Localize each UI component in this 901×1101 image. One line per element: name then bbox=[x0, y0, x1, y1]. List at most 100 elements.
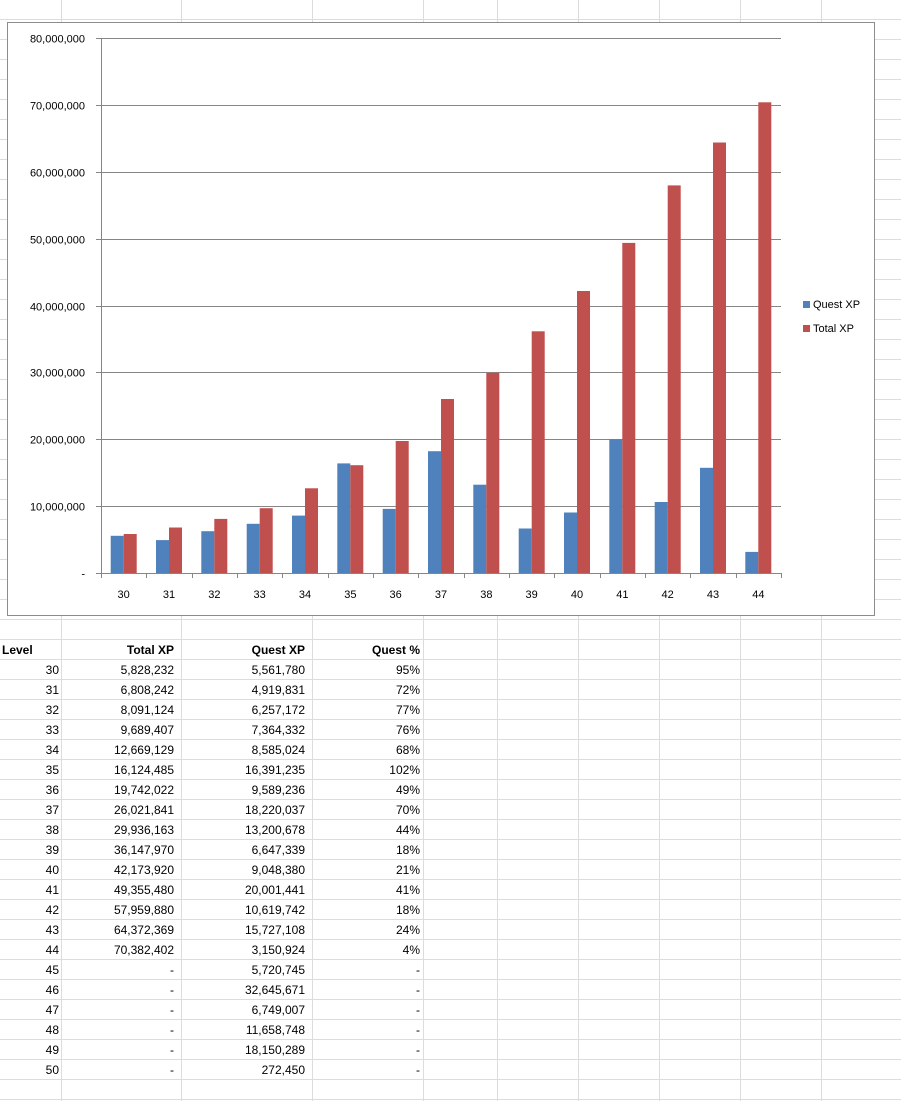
cell-total-xp[interactable]: - bbox=[170, 1063, 174, 1077]
cell-quest-pct[interactable]: - bbox=[416, 1043, 420, 1057]
cell-level[interactable]: 33 bbox=[45, 723, 59, 737]
x-tick-label: 44 bbox=[752, 589, 764, 601]
cell-quest-pct[interactable]: 72% bbox=[395, 683, 420, 697]
cell-quest-xp[interactable]: 6,749,007 bbox=[251, 1003, 305, 1017]
cell-quest-pct[interactable]: 18% bbox=[395, 843, 420, 857]
cell-quest-pct[interactable]: 77% bbox=[395, 703, 420, 717]
cell-quest-xp[interactable]: 18,220,037 bbox=[244, 803, 305, 817]
cell-total-xp[interactable]: - bbox=[170, 1023, 174, 1037]
cell-total-xp[interactable]: 5,828,232 bbox=[120, 663, 174, 677]
cell-level[interactable]: 42 bbox=[45, 903, 59, 917]
cell-level[interactable]: 38 bbox=[45, 823, 59, 837]
cell-quest-xp[interactable]: 7,364,332 bbox=[251, 723, 305, 737]
cell-level[interactable]: 31 bbox=[45, 683, 59, 697]
cell-level[interactable]: 35 bbox=[45, 763, 59, 777]
cell-level[interactable]: 40 bbox=[45, 863, 59, 877]
cell-total-xp[interactable]: 70,382,402 bbox=[113, 943, 174, 957]
cell-total-xp[interactable]: 42,173,920 bbox=[113, 863, 174, 877]
cell-quest-xp[interactable]: 6,647,339 bbox=[251, 843, 305, 857]
cell-quest-xp[interactable]: 20,001,441 bbox=[244, 883, 305, 897]
y-tick-label: 50,000,000 bbox=[30, 235, 85, 247]
bar-total-xp bbox=[441, 399, 454, 573]
cell-total-xp[interactable]: 8,091,124 bbox=[120, 703, 174, 717]
cell-level[interactable]: 45 bbox=[45, 963, 59, 977]
cell-total-xp[interactable]: - bbox=[170, 1043, 174, 1057]
bar-total-xp bbox=[577, 291, 590, 573]
cell-level[interactable]: 32 bbox=[45, 703, 59, 717]
cell-level[interactable]: 49 bbox=[45, 1043, 59, 1057]
cell-quest-xp[interactable]: 4,919,831 bbox=[251, 683, 305, 697]
x-tick-label: 36 bbox=[390, 589, 402, 601]
cell-level[interactable]: 39 bbox=[45, 843, 59, 857]
cell-level[interactable]: 41 bbox=[45, 883, 59, 897]
bar-quest-xp bbox=[609, 439, 623, 573]
cell-quest-xp[interactable]: 18,150,289 bbox=[244, 1043, 305, 1057]
header-total-xp[interactable]: Total XP bbox=[126, 643, 174, 657]
y-tick-label: 40,000,000 bbox=[30, 302, 85, 314]
cell-total-xp[interactable]: 49,355,480 bbox=[113, 883, 174, 897]
cell-quest-xp[interactable]: 6,257,172 bbox=[251, 703, 305, 717]
header-level[interactable]: Level bbox=[2, 643, 33, 657]
cell-total-xp[interactable]: 57,959,880 bbox=[113, 903, 174, 917]
cell-total-xp[interactable]: - bbox=[170, 963, 174, 977]
cell-quest-xp[interactable]: 3,150,924 bbox=[251, 943, 305, 957]
cell-level[interactable]: 30 bbox=[45, 663, 59, 677]
cell-total-xp[interactable]: 19,742,022 bbox=[113, 783, 174, 797]
cell-total-xp[interactable]: 64,372,369 bbox=[113, 923, 174, 937]
cell-quest-pct[interactable]: 4% bbox=[402, 943, 420, 957]
cell-quest-xp[interactable]: 11,658,748 bbox=[245, 1023, 305, 1037]
cell-quest-pct[interactable]: 24% bbox=[395, 923, 420, 937]
cell-quest-pct[interactable]: 49% bbox=[395, 783, 420, 797]
cell-total-xp[interactable]: 12,669,129 bbox=[113, 743, 174, 757]
cell-quest-xp[interactable]: 272,450 bbox=[261, 1063, 305, 1077]
cell-level[interactable]: 34 bbox=[45, 743, 59, 757]
cell-level[interactable]: 50 bbox=[45, 1063, 59, 1077]
chart-area[interactable]: - 10,000,000 20,000,000 30,000,000 40,000,00… bbox=[7, 22, 875, 616]
cell-quest-xp[interactable]: 9,048,380 bbox=[251, 863, 305, 877]
cell-level[interactable]: 48 bbox=[45, 1023, 59, 1037]
cell-level[interactable]: 47 bbox=[45, 1003, 59, 1017]
cell-quest-xp[interactable]: 10,619,742 bbox=[244, 903, 305, 917]
bar-quest-xp bbox=[564, 512, 577, 573]
cell-quest-pct[interactable]: 76% bbox=[395, 723, 420, 737]
cell-quest-pct[interactable]: - bbox=[416, 983, 420, 997]
cell-total-xp[interactable]: 16,124,485 bbox=[113, 763, 174, 777]
cell-quest-xp[interactable]: 9,589,236 bbox=[251, 783, 305, 797]
cell-quest-xp[interactable]: 13,200,678 bbox=[244, 823, 305, 837]
cell-total-xp[interactable]: 29,936,163 bbox=[113, 823, 174, 837]
cell-quest-pct[interactable]: - bbox=[416, 1023, 420, 1037]
cell-quest-xp[interactable]: 5,720,745 bbox=[251, 963, 305, 977]
cell-total-xp[interactable]: 6,808,242 bbox=[120, 683, 174, 697]
cell-quest-xp[interactable]: 16,391,235 bbox=[244, 763, 305, 777]
bar-total-xp bbox=[622, 242, 636, 573]
cell-quest-pct[interactable]: 68% bbox=[395, 743, 420, 757]
cell-level[interactable]: 46 bbox=[45, 983, 59, 997]
cell-quest-xp[interactable]: 5,561,780 bbox=[251, 663, 305, 677]
cell-quest-xp[interactable]: 15,727,108 bbox=[244, 923, 305, 937]
cell-quest-xp[interactable]: 32,645,671 bbox=[244, 983, 305, 997]
cell-level[interactable]: 36 bbox=[45, 783, 59, 797]
bar-quest-xp bbox=[337, 463, 351, 573]
cell-quest-pct[interactable]: - bbox=[416, 1063, 420, 1077]
cell-total-xp[interactable]: - bbox=[170, 1003, 174, 1017]
header-quest-pct[interactable]: Quest % bbox=[371, 643, 420, 657]
cell-quest-pct[interactable]: - bbox=[416, 1003, 420, 1017]
header-quest-xp[interactable]: Quest XP bbox=[251, 643, 305, 657]
cell-total-xp[interactable]: 26,021,841 bbox=[113, 803, 174, 817]
cell-quest-pct[interactable]: 70% bbox=[395, 803, 420, 817]
cell-total-xp[interactable]: - bbox=[170, 983, 174, 997]
cell-quest-pct[interactable]: 18% bbox=[395, 903, 420, 917]
cell-total-xp[interactable]: 36,147,970 bbox=[113, 843, 174, 857]
cell-total-xp[interactable]: 9,689,407 bbox=[120, 723, 174, 737]
cell-quest-pct[interactable]: 95% bbox=[395, 663, 420, 677]
cell-quest-pct[interactable]: 41% bbox=[395, 883, 420, 897]
cell-quest-pct[interactable]: - bbox=[416, 963, 420, 977]
cell-level[interactable]: 37 bbox=[45, 803, 59, 817]
cell-quest-pct[interactable]: 44% bbox=[395, 823, 420, 837]
cell-quest-pct[interactable]: 21% bbox=[395, 863, 420, 877]
cell-quest-xp[interactable]: 8,585,024 bbox=[251, 743, 305, 757]
bar-total-xp bbox=[486, 372, 500, 573]
cell-level[interactable]: 44 bbox=[45, 943, 59, 957]
cell-quest-pct[interactable]: 102% bbox=[389, 763, 420, 777]
cell-level[interactable]: 43 bbox=[45, 923, 59, 937]
